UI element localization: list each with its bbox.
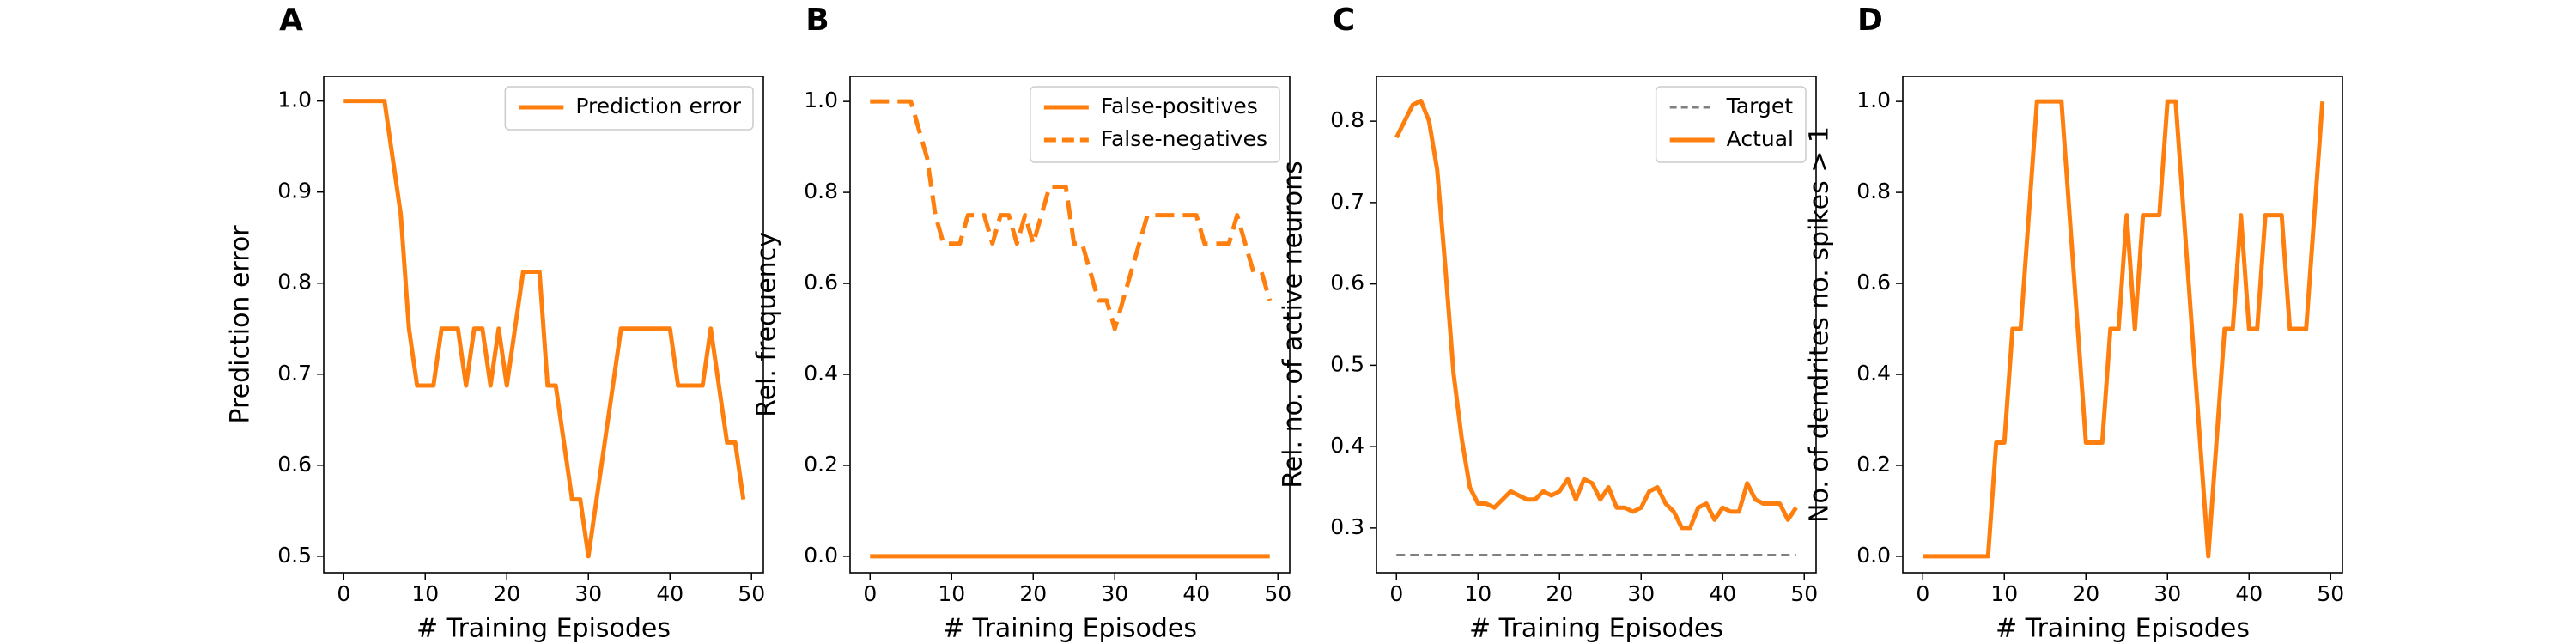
- y-axis-label: No. of dendrites no. spikes > 1: [1805, 126, 1835, 523]
- x-tick-label: 20: [1546, 581, 1573, 606]
- y-tick-label: 0.6: [1856, 270, 1891, 295]
- x-axis-label: # Training Episodes: [416, 614, 671, 644]
- line-series: [1394, 98, 1798, 531]
- plot-frame: [1376, 76, 1817, 574]
- y-tick-label: 0.5: [277, 543, 312, 568]
- legend-label: False-negatives: [1101, 126, 1267, 151]
- y-tick-label: 1.0: [1856, 88, 1891, 112]
- plot-frame: [323, 76, 764, 574]
- x-tick-label: 50: [1790, 581, 1818, 606]
- x-tick-label: 50: [2317, 581, 2344, 606]
- y-tick-label: 0.0: [1856, 543, 1891, 568]
- x-tick-label: 20: [2072, 581, 2099, 606]
- line-series: [343, 99, 746, 559]
- y-tick-label: 0.7: [1330, 189, 1364, 214]
- y-tick-label: 0.9: [277, 179, 312, 204]
- y-tick-label: 1.0: [277, 88, 312, 112]
- x-tick-label: 40: [656, 581, 683, 606]
- y-tick-label: 1.0: [804, 88, 838, 112]
- x-tick-label: 10: [411, 581, 439, 606]
- y-tick-label: 0.0: [804, 543, 838, 568]
- x-tick-label: 0: [863, 581, 877, 606]
- x-tick-label: 30: [2154, 581, 2181, 606]
- y-tick-label: 0.4: [1856, 361, 1891, 386]
- y-axis-label: Prediction error: [226, 225, 256, 424]
- plot-frame: [849, 76, 1291, 574]
- x-tick-label: 30: [1101, 581, 1128, 606]
- x-tick-label: 0: [1916, 581, 1929, 606]
- panel-label: A: [279, 3, 303, 38]
- y-tick-label: 0.6: [804, 270, 838, 295]
- x-tick-label: 0: [1389, 581, 1403, 606]
- legend-box: [1655, 86, 1807, 163]
- x-tick-label: 20: [1019, 581, 1047, 606]
- line-series: [870, 99, 1273, 331]
- y-tick-label: 0.4: [1330, 433, 1364, 458]
- legend: Prediction error: [504, 86, 754, 131]
- y-tick-label: 0.4: [804, 361, 838, 386]
- plot-frame: [1902, 76, 2343, 574]
- x-tick-label: 30: [574, 581, 602, 606]
- x-tick-label: 10: [938, 581, 965, 606]
- x-tick-label: 0: [337, 581, 350, 606]
- y-tick-label: 0.5: [1330, 351, 1364, 376]
- x-axis-label: # Training Episodes: [1996, 614, 2250, 644]
- x-tick-label: 20: [493, 581, 520, 606]
- y-tick-label: 0.7: [277, 361, 312, 386]
- legend-label: Target: [1726, 94, 1794, 118]
- legend: False-positives False-negatives: [1030, 86, 1280, 163]
- x-tick-label: 10: [1464, 581, 1492, 606]
- x-tick-label: 10: [1990, 581, 2018, 606]
- x-axis-label: # Training Episodes: [943, 614, 1197, 644]
- x-tick-label: 30: [1627, 581, 1655, 606]
- y-tick-label: 0.8: [804, 179, 838, 204]
- legend: Target Actual: [1655, 86, 1807, 163]
- y-tick-label: 0.6: [1330, 270, 1364, 295]
- x-axis-label: # Training Episodes: [1469, 614, 1723, 644]
- y-tick-label: 0.2: [1856, 452, 1891, 477]
- y-tick-label: 0.6: [277, 452, 312, 477]
- x-tick-label: 40: [2235, 581, 2263, 606]
- legend-box: [504, 86, 754, 131]
- line-series: [1923, 99, 2325, 559]
- panel-label: C: [1333, 3, 1355, 38]
- y-tick-label: 0.8: [277, 270, 312, 295]
- legend-label: Actual: [1727, 126, 1794, 151]
- x-tick-label: 50: [738, 581, 765, 606]
- y-axis-label: Rel. frequency: [752, 232, 782, 417]
- y-tick-label: 0.3: [1330, 514, 1364, 539]
- x-tick-label: 40: [1182, 581, 1210, 606]
- legend-box: [1030, 86, 1280, 163]
- y-tick-label: 0.8: [1330, 107, 1364, 132]
- legend-label: False-positives: [1101, 94, 1258, 118]
- panel-label: B: [805, 3, 829, 38]
- y-axis-label: Rel. no. of active neurons: [1279, 161, 1309, 489]
- y-tick-label: 0.8: [1856, 179, 1891, 204]
- y-tick-label: 0.2: [804, 452, 838, 477]
- x-tick-label: 40: [1709, 581, 1736, 606]
- panel-label: D: [1857, 3, 1883, 38]
- legend-label: Prediction error: [575, 94, 741, 118]
- x-tick-label: 50: [1264, 581, 1291, 606]
